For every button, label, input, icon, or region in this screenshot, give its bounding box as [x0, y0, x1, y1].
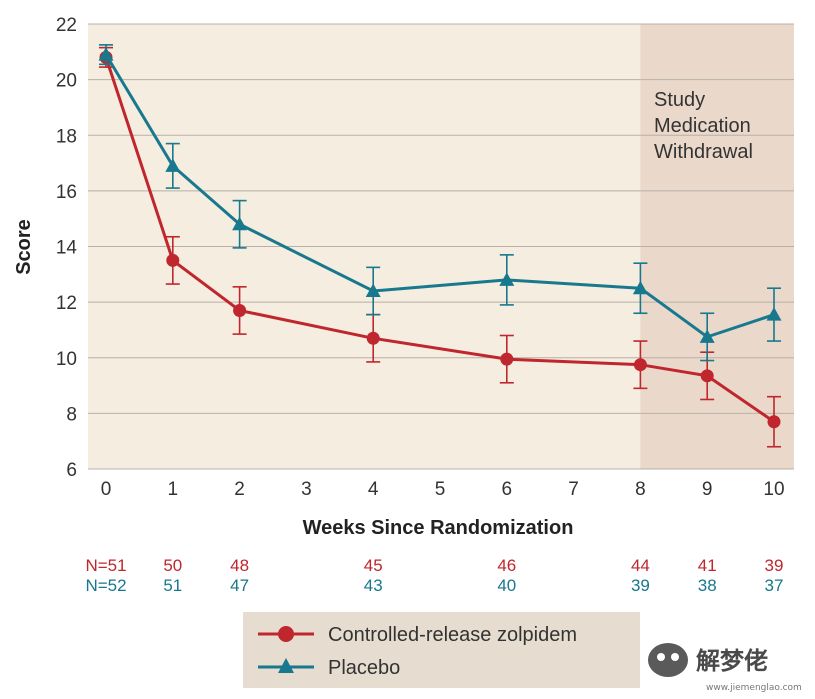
n-label-placebo-week-6: 40	[497, 576, 516, 595]
y-tick-12: 12	[56, 293, 77, 314]
series-placebo	[98, 44, 782, 362]
watermark-mascot-icon	[648, 643, 688, 677]
point-zolpidem-6	[700, 369, 714, 383]
n-label-zolpidem-week-0: N=51	[85, 556, 126, 575]
series-layer	[98, 44, 782, 448]
legend-marker-zolpidem	[278, 626, 294, 642]
point-placebo-2	[232, 216, 248, 231]
n-label-placebo-week-9: 38	[698, 576, 717, 595]
watermark-url: www.jiemenglao.com	[706, 683, 802, 693]
point-zolpidem-5	[633, 358, 647, 372]
watermark-mascot-eye-left	[657, 653, 665, 661]
legend-item-zolpidem: Controlled-release zolpidem	[258, 624, 577, 646]
n-label-placebo-week-1: 51	[163, 576, 182, 595]
x-tick-9: 9	[702, 479, 713, 500]
n-label-zolpidem-week-6: 46	[497, 556, 516, 575]
x-tick-0: 0	[101, 479, 112, 500]
x-tick-3: 3	[301, 479, 312, 500]
y-tick-16: 16	[56, 182, 77, 203]
y-tick-18: 18	[56, 126, 77, 147]
y-axis-title: Score	[13, 219, 35, 275]
x-axis-title: Weeks Since Randomization	[303, 517, 574, 539]
point-zolpidem-1	[166, 253, 180, 267]
n-label-placebo-week-0: N=52	[85, 576, 126, 595]
n-label-zolpidem-week-4: 45	[364, 556, 383, 575]
x-tick-7: 7	[568, 479, 579, 500]
n-label-zolpidem-week-1: 50	[163, 556, 182, 575]
point-zolpidem-2	[233, 303, 247, 317]
legend-label-placebo: Placebo	[328, 657, 400, 679]
n-label-zolpidem-week-8: 44	[631, 556, 650, 575]
point-zolpidem-4	[500, 352, 514, 366]
watermark-mascot-eye-right	[671, 653, 679, 661]
x-tick-5: 5	[435, 479, 446, 500]
x-tick-labels: 0 1 2 3 4 5 6 7 8 9 10	[101, 479, 785, 500]
point-zolpidem-3	[366, 331, 380, 345]
n-label-zolpidem-week-10: 39	[765, 556, 784, 575]
watermark: 解梦佬 www.jiemenglao.com	[648, 643, 802, 693]
y-tick-6: 6	[66, 460, 77, 481]
y-tick-20: 20	[56, 71, 77, 92]
n-label-placebo-week-4: 43	[364, 576, 383, 595]
n-label-zolpidem-week-2: 48	[230, 556, 249, 575]
x-tick-4: 4	[368, 479, 379, 500]
legend-box	[243, 612, 640, 688]
y-tick-labels: 6 8 10 12 14 16 18 20 22	[56, 15, 78, 481]
y-tick-22: 22	[56, 15, 77, 36]
y-tick-8: 8	[66, 404, 77, 425]
x-tick-8: 8	[635, 479, 646, 500]
legend-item-placebo: Placebo	[258, 657, 400, 679]
y-tick-14: 14	[56, 238, 78, 259]
point-placebo-7	[766, 307, 782, 321]
x-tick-10: 10	[763, 479, 784, 500]
grid-lines	[88, 23, 794, 470]
x-tick-1: 1	[168, 479, 179, 500]
point-zolpidem-7	[767, 415, 781, 429]
watermark-text: 解梦佬	[696, 647, 768, 675]
y-tick-10: 10	[56, 349, 77, 370]
point-placebo-5	[632, 280, 648, 295]
annotation-line-3: Withdrawal	[654, 141, 753, 163]
n-label-placebo-week-2: 47	[230, 576, 249, 595]
annotation-line-1: Study	[654, 89, 705, 111]
x-tick-6: 6	[502, 479, 513, 500]
n-label-placebo-week-10: 37	[765, 576, 784, 595]
n-label-zolpidem-week-9: 41	[698, 556, 717, 575]
series-line-zolpidem	[104, 56, 775, 423]
point-placebo-3	[365, 283, 381, 297]
legend-marker-placebo	[278, 658, 294, 673]
point-placebo-0	[98, 47, 114, 61]
n-label-placebo-week-8: 39	[631, 576, 650, 595]
point-placebo-1	[165, 158, 181, 172]
point-placebo-4	[499, 272, 515, 286]
annotation-line-2: Medication	[654, 115, 751, 137]
legend-label-zolpidem: Controlled-release zolpidem	[328, 624, 577, 646]
point-placebo-6	[699, 329, 715, 343]
n-rows: N=51 50 48 45 46 44 41 39 N=52 51 47 43 40 39 38 37	[85, 556, 783, 595]
x-tick-2: 2	[234, 479, 245, 500]
series-line-placebo	[104, 53, 775, 339]
series-zolpidem	[99, 46, 781, 448]
